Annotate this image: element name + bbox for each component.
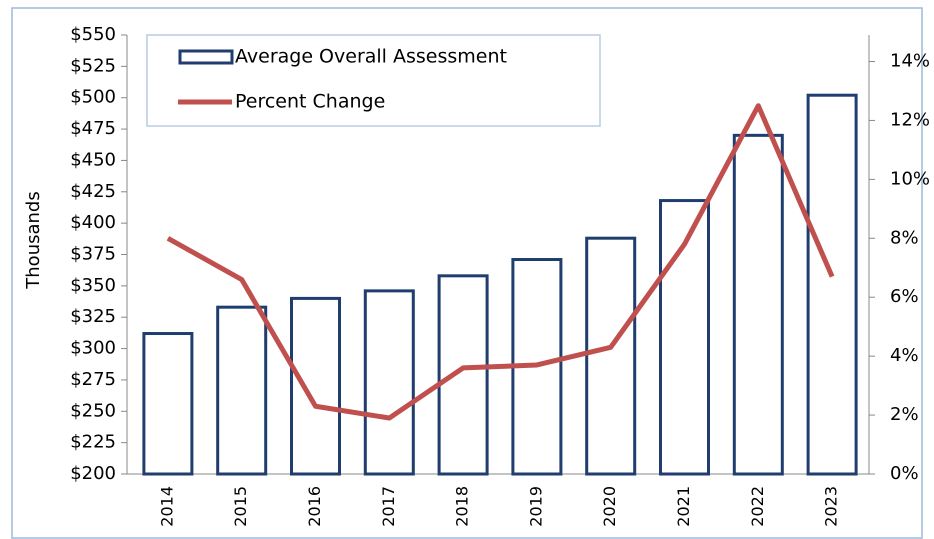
y-tick-label: $300 — [70, 338, 116, 359]
bar — [437, 274, 489, 476]
y-tick-label: $250 — [70, 400, 116, 421]
y2-tick-label: 14% — [890, 51, 930, 72]
y2-tick-label: 4% — [890, 345, 919, 366]
y-tick-label: $450 — [70, 149, 116, 170]
y-tick-label: $475 — [70, 118, 116, 139]
line — [166, 103, 835, 421]
legend-label: Percent Change — [235, 91, 385, 113]
bar — [290, 296, 341, 476]
bar — [659, 199, 710, 476]
legend-swatch — [178, 49, 234, 65]
y-tick-label: $550 — [70, 24, 116, 45]
bar — [585, 236, 637, 476]
y2-tick-label: 8% — [890, 227, 919, 248]
bar — [363, 289, 415, 476]
x-tick-label: 2022 — [748, 486, 767, 527]
y-tick-label: $525 — [70, 55, 116, 76]
x-tick-label: 2019 — [526, 486, 545, 527]
legend-label: Average Overall Assessment — [235, 46, 507, 68]
x-tick-label: 2023 — [822, 486, 841, 527]
y-tick-label: $425 — [70, 181, 116, 202]
x-tick-label: 2017 — [379, 486, 398, 527]
x-tick-label: 2021 — [674, 486, 693, 527]
y2-tick-label: 10% — [890, 168, 930, 189]
x-tick-label: 2020 — [600, 486, 619, 527]
y-tick-label: $375 — [70, 244, 116, 265]
y-tick-label: $325 — [70, 306, 116, 327]
y-tick-label: $200 — [70, 463, 116, 484]
y2-tick-label: 12% — [890, 109, 930, 130]
y2-tick-label: 2% — [890, 404, 919, 425]
y-tick-label: $225 — [70, 432, 116, 453]
y-tick-label: $400 — [70, 212, 116, 233]
x-tick-label: 2018 — [453, 486, 472, 527]
y-axis-label: Thousands — [23, 191, 44, 289]
y2-tick-label: 6% — [890, 286, 919, 307]
y2-tick-label: 0% — [890, 463, 919, 484]
bar — [806, 93, 858, 476]
bar — [732, 133, 784, 476]
x-tick-label: 2016 — [305, 486, 324, 527]
y-tick-label: $500 — [70, 87, 116, 108]
x-tick-label: 2015 — [231, 486, 250, 527]
bar — [142, 332, 194, 476]
x-tick-label: 2014 — [157, 486, 176, 527]
bar — [216, 305, 268, 476]
y-tick-label: $275 — [70, 369, 116, 390]
y-tick-label: $350 — [70, 275, 116, 296]
